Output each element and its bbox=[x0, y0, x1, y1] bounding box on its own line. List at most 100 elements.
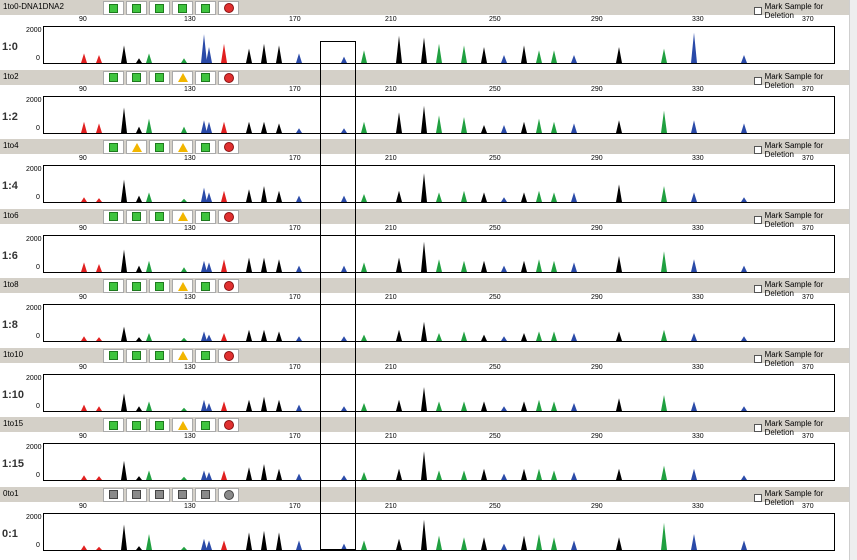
green-square-icon bbox=[132, 212, 141, 221]
x-axis-tick-label: 130 bbox=[184, 363, 196, 371]
status-cell[interactable] bbox=[103, 487, 124, 502]
status-icons bbox=[103, 70, 239, 85]
status-cell[interactable] bbox=[149, 487, 170, 502]
mark-for-deletion[interactable]: Mark Sample for Deletion bbox=[754, 72, 849, 90]
status-cell[interactable] bbox=[149, 418, 170, 432]
status-cell[interactable] bbox=[218, 487, 239, 502]
status-cell[interactable] bbox=[172, 140, 193, 154]
status-cell[interactable] bbox=[195, 279, 216, 293]
status-cell[interactable] bbox=[172, 209, 193, 224]
status-cell[interactable] bbox=[126, 1, 147, 15]
status-cell[interactable] bbox=[195, 70, 216, 85]
mark-for-deletion[interactable]: Mark Sample for Deletion bbox=[754, 141, 849, 159]
status-cell[interactable] bbox=[126, 70, 147, 85]
status-cell[interactable] bbox=[218, 348, 239, 363]
peak bbox=[551, 121, 557, 133]
green-square-icon bbox=[201, 351, 210, 360]
red-circle-icon bbox=[223, 420, 234, 430]
status-cell[interactable] bbox=[103, 140, 124, 154]
peak bbox=[481, 260, 487, 272]
peak bbox=[206, 261, 212, 272]
status-cell[interactable] bbox=[149, 279, 170, 293]
mark-checkbox[interactable] bbox=[754, 424, 762, 432]
peak bbox=[246, 531, 252, 550]
peak bbox=[276, 45, 282, 63]
status-cell[interactable] bbox=[103, 1, 124, 15]
mark-checkbox[interactable] bbox=[754, 146, 762, 154]
peak bbox=[121, 523, 127, 550]
status-cell[interactable] bbox=[218, 1, 239, 15]
status-cell[interactable] bbox=[149, 348, 170, 363]
status-cell[interactable] bbox=[195, 418, 216, 432]
peak bbox=[571, 55, 577, 63]
status-cell[interactable] bbox=[149, 1, 170, 15]
status-cell[interactable] bbox=[103, 418, 124, 432]
status-cell[interactable] bbox=[149, 209, 170, 224]
x-axis-tick-label: 370 bbox=[802, 363, 814, 371]
x-axis-tick-label: 290 bbox=[591, 433, 603, 440]
status-cell[interactable] bbox=[172, 1, 193, 15]
status-cell[interactable] bbox=[172, 70, 193, 85]
y-axis-max-label: 2000 bbox=[26, 513, 42, 521]
mark-for-deletion[interactable]: Mark Sample for Deletion bbox=[754, 280, 849, 298]
status-cell[interactable] bbox=[218, 418, 239, 432]
status-cell[interactable] bbox=[218, 70, 239, 85]
mark-for-deletion[interactable]: Mark Sample for Deletion bbox=[754, 350, 849, 368]
peak bbox=[616, 331, 622, 341]
peak bbox=[421, 173, 427, 202]
status-cell[interactable] bbox=[195, 487, 216, 502]
x-axis-tick-label: 90 bbox=[79, 502, 87, 510]
status-cell[interactable] bbox=[126, 487, 147, 502]
status-cell[interactable] bbox=[195, 348, 216, 363]
green-square-icon bbox=[201, 142, 210, 152]
vertical-scrollbar[interactable] bbox=[849, 0, 857, 560]
status-cell[interactable] bbox=[172, 487, 193, 502]
mark-for-deletion[interactable]: Mark Sample for Deletion bbox=[754, 211, 849, 229]
mark-checkbox[interactable] bbox=[754, 7, 762, 15]
mark-checkbox[interactable] bbox=[754, 493, 762, 502]
status-cell[interactable] bbox=[172, 348, 193, 363]
status-cell[interactable] bbox=[195, 209, 216, 224]
mark-checkbox[interactable] bbox=[754, 285, 762, 293]
status-cell[interactable] bbox=[195, 140, 216, 154]
mark-for-deletion[interactable]: Mark Sample for Deletion bbox=[754, 2, 849, 20]
status-cell[interactable] bbox=[126, 140, 147, 154]
mark-checkbox[interactable] bbox=[754, 76, 762, 85]
status-cell[interactable] bbox=[149, 70, 170, 85]
mark-for-deletion[interactable]: Mark Sample for Deletion bbox=[754, 489, 849, 507]
status-cell[interactable] bbox=[126, 209, 147, 224]
yellow-triangle-icon bbox=[177, 212, 188, 221]
mark-checkbox[interactable] bbox=[754, 215, 762, 224]
status-cell[interactable] bbox=[126, 279, 147, 293]
peak bbox=[551, 260, 557, 272]
peak bbox=[201, 119, 207, 133]
status-cell[interactable] bbox=[103, 348, 124, 363]
sample-name: 1to8 bbox=[3, 280, 19, 289]
status-cell[interactable] bbox=[103, 279, 124, 293]
status-cell[interactable] bbox=[218, 279, 239, 293]
status-cell[interactable] bbox=[172, 279, 193, 293]
status-cell[interactable] bbox=[103, 70, 124, 85]
sample-panel: 1to2 Mark Sample for Deletion 1:2 2000 0 90 13… bbox=[0, 69, 849, 140]
status-cell[interactable] bbox=[218, 140, 239, 154]
status-cell[interactable] bbox=[126, 418, 147, 432]
peak bbox=[396, 111, 402, 133]
sample-name: 1to2 bbox=[3, 71, 19, 81]
sample-name: 1to10 bbox=[3, 349, 24, 359]
y-axis-zero-label: 0 bbox=[36, 124, 40, 132]
mark-checkbox[interactable] bbox=[754, 354, 762, 363]
status-cell[interactable] bbox=[149, 140, 170, 154]
y-axis-zero-label: 0 bbox=[36, 541, 40, 549]
status-cell[interactable] bbox=[103, 209, 124, 224]
status-cell[interactable] bbox=[218, 209, 239, 224]
peak bbox=[551, 470, 557, 480]
peak bbox=[121, 45, 127, 63]
gray-square-icon bbox=[178, 490, 187, 499]
status-cell[interactable] bbox=[195, 1, 216, 15]
mark-for-deletion[interactable]: Mark Sample for Deletion bbox=[754, 419, 849, 437]
x-axis-tick-label: 370 bbox=[802, 433, 814, 440]
status-cell[interactable] bbox=[172, 418, 193, 432]
status-cell[interactable] bbox=[126, 348, 147, 363]
sample-name: 1to15 bbox=[3, 419, 24, 428]
peak bbox=[221, 470, 227, 480]
